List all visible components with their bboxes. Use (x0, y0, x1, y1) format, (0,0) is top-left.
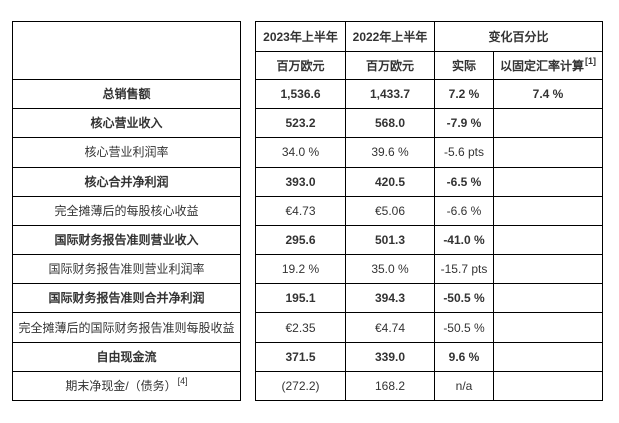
value-actual-change: -50.5 % (434, 312, 493, 342)
value-2022: €4.74 (345, 312, 434, 342)
value-2022: 420.5 (345, 166, 434, 196)
row-label-text: 完全摊薄后的国际财务报告准则每股收益 (18, 320, 235, 335)
label-header-cell-empty (13, 22, 240, 79)
value-2022: 1,433.7 (345, 79, 434, 109)
value-2023: €4.73 (256, 195, 345, 225)
value-constant-rate-change (493, 341, 602, 371)
values-table: 2023年上半年 2022年上半年 变化百分比 百万欧元 百万欧元 实际 以固定… (255, 21, 603, 401)
row-label-text: 国际财务报告准则营业收入 (54, 232, 199, 247)
col-header-change-percent: 变化百分比 (434, 22, 602, 51)
value-constant-rate-change (493, 166, 602, 196)
value-constant-rate-change (493, 137, 602, 167)
col-header-2023-h1: 2023年上半年 (263, 29, 338, 44)
value-2023: 1,536.6 (256, 79, 345, 108)
value-actual-change: 7.2 % (434, 79, 493, 109)
value-constant-rate-change (493, 312, 602, 342)
value-2022: 339.0 (345, 341, 434, 371)
value-2022: 568.0 (345, 108, 434, 138)
value-2023: 34.0 % (256, 137, 345, 166)
col-header-constant-rates: 以固定汇率计算 [1] (493, 51, 602, 79)
footnote-marker-4: [4] (177, 376, 188, 387)
row-label-ifrs-operating-income: 国际财务报告准则营业收入 (13, 224, 240, 254)
value-actual-change: -15.7 pts (434, 254, 493, 284)
row-label-text: 期末净现金/（债务） (65, 378, 177, 393)
metric-label-table: 总销售额 核心营业收入 核心营业利润率 核心合并净利润 完全摊薄后的每股核心收益… (12, 21, 241, 401)
row-label-text: 核心营业收入 (90, 116, 163, 131)
value-2022: 39.6 % (345, 137, 434, 167)
value-2023: €2.35 (256, 312, 345, 341)
row-label-core-operating-margin: 核心营业利润率 (13, 137, 240, 166)
value-actual-change: 9.6 % (434, 341, 493, 371)
row-label-core-operating-income: 核心营业收入 (13, 108, 240, 137)
value-constant-rate-change (493, 224, 602, 255)
value-2023: 371.5 (256, 341, 345, 371)
row-label-text: 完全摊薄后的每股核心收益 (54, 203, 199, 218)
col-header-2022-h1: 2022年上半年 (345, 22, 434, 51)
value-2023: 195.1 (256, 283, 345, 312)
value-constant-rate-change (493, 108, 602, 138)
value-constant-rate-change (493, 195, 602, 225)
row-label-text: 核心营业利润率 (84, 145, 169, 160)
value-actual-change: -7.9 % (434, 108, 493, 138)
value-actual-change: n/a (434, 370, 493, 400)
row-label-text: 自由现金流 (96, 349, 157, 364)
value-constant-rate-change (493, 283, 602, 313)
value-constant-rate-change: 7.4 % (493, 79, 602, 109)
value-2022: 501.3 (345, 224, 434, 255)
value-2022: 168.2 (345, 370, 434, 400)
value-actual-change: -6.6 % (434, 195, 493, 225)
value-2022: 35.0 % (345, 254, 434, 284)
col-unit-2023: 百万欧元 (256, 51, 345, 79)
row-label-net-cash-debt: 期末净现金/（债务） [4] (13, 370, 240, 400)
col-header-actual: 实际 (434, 51, 493, 79)
value-2023: 523.2 (256, 108, 345, 137)
value-2023: 295.6 (256, 224, 345, 254)
row-label-free-cash-flow: 自由现金流 (13, 341, 240, 371)
row-label-core-net-income: 核心合并净利润 (13, 166, 240, 196)
value-actual-change: -50.5 % (434, 283, 493, 313)
value-2023: 19.2 % (256, 254, 345, 283)
row-label-text: 核心合并净利润 (84, 174, 169, 189)
value-2022: 394.3 (345, 283, 434, 313)
row-label-core-eps-diluted: 完全摊薄后的每股核心收益 (13, 195, 240, 225)
row-label-total-sales: 总销售额 (13, 79, 240, 108)
row-label-text: 国际财务报告准则合并净利润 (48, 291, 205, 306)
value-constant-rate-change (493, 254, 602, 284)
value-2023: (272.2) (256, 370, 345, 400)
value-constant-rate-change (493, 370, 602, 400)
value-2022: €5.06 (345, 195, 434, 225)
value-actual-change: -6.5 % (434, 166, 493, 196)
row-label-ifrs-net-income: 国际财务报告准则合并净利润 (13, 283, 240, 312)
row-label-text: 国际财务报告准则营业利润率 (48, 262, 205, 277)
value-actual-change: -5.6 pts (434, 137, 493, 167)
col-header-constant-rates-text: 以固定汇率计算 (499, 58, 584, 73)
row-label-ifrs-eps-diluted: 完全摊薄后的国际财务报告准则每股收益 (13, 312, 240, 341)
value-actual-change: -41.0 % (434, 224, 493, 255)
col-unit-2022: 百万欧元 (345, 51, 434, 79)
value-2023: 393.0 (256, 166, 345, 196)
row-label-ifrs-operating-margin: 国际财务报告准则营业利润率 (13, 254, 240, 283)
footnote-marker-1: [1] (585, 56, 596, 66)
row-label-text: 总销售额 (102, 87, 151, 102)
